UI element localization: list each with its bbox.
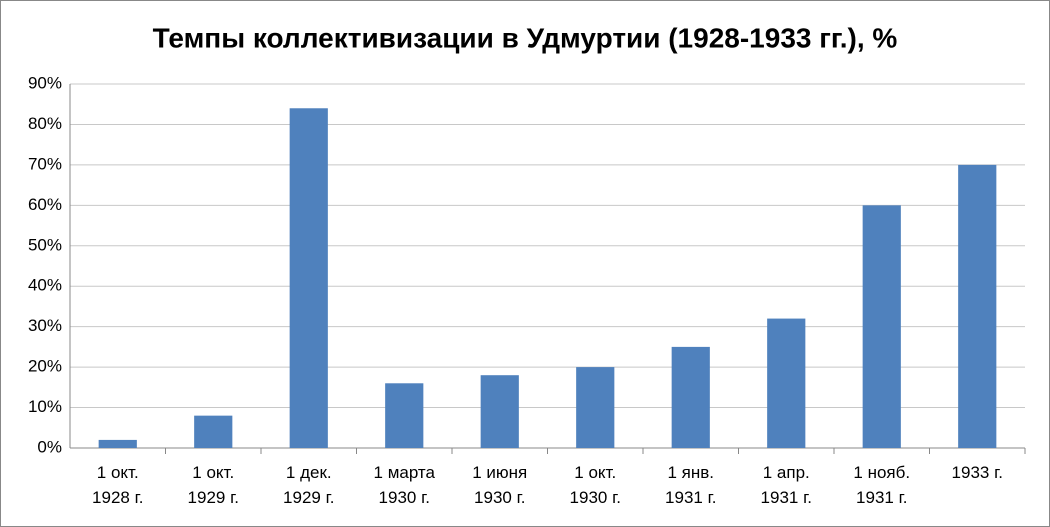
x-tick-label: 1 нояб. 1931 г. — [853, 463, 911, 507]
y-tick-label: 80% — [28, 114, 62, 133]
bar — [862, 205, 901, 448]
y-tick-label: 70% — [28, 154, 62, 173]
y-tick-label: 10% — [28, 397, 62, 416]
x-tick-label: 1 июня 1930 г. — [472, 463, 528, 507]
x-tick-label: 1 окт. 1928 г. — [92, 463, 144, 507]
x-tick-label: 1 окт. 1929 г. — [187, 463, 239, 507]
x-tick-label: 1 апр. 1931 г. — [760, 463, 812, 507]
bar — [576, 367, 615, 448]
y-tick-label: 50% — [28, 235, 62, 254]
x-tick-label: 1933 г. — [951, 463, 1003, 482]
x-tick-label: 1 окт. 1930 г. — [569, 463, 621, 507]
bar — [289, 108, 328, 449]
x-tick-label: 1 янв. 1931 г. — [665, 463, 717, 507]
x-tick-label: 1 марта 1930 г. — [373, 463, 435, 507]
chart-title: Темпы коллективизации в Удмуртии (1928-1… — [153, 22, 898, 53]
bar — [385, 383, 424, 448]
y-tick-label: 20% — [28, 357, 62, 376]
y-tick-label: 40% — [28, 276, 62, 295]
bar — [671, 346, 710, 448]
bar — [958, 164, 997, 448]
y-tick-label: 90% — [28, 73, 62, 92]
bar — [480, 375, 519, 448]
bar — [194, 415, 233, 448]
y-tick-label: 30% — [28, 316, 62, 335]
bar — [98, 439, 137, 448]
x-tick-label: 1 дек. 1929 г. — [283, 463, 335, 507]
y-tick-label: 60% — [28, 195, 62, 214]
bar — [767, 318, 806, 448]
y-tick-label: 0% — [37, 437, 62, 456]
